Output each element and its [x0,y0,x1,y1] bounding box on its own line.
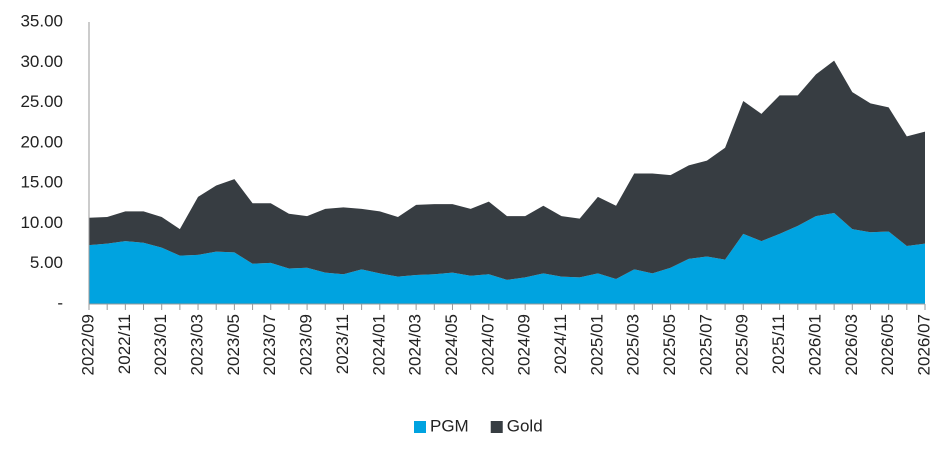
x-tick-label: 2022/11 [115,314,134,374]
x-tick-label: 2026/01 [805,314,824,375]
x-tick-label: 2025/09 [733,314,752,375]
x-tick-label: 2026/05 [878,314,897,375]
x-tick-label: 2023/07 [260,314,279,375]
y-tick-label: 20.00 [20,132,63,151]
y-tick-label: 15.00 [20,173,63,192]
legend-swatch [490,421,503,433]
area [89,212,925,304]
x-tick-label: 2026/07 [914,314,933,375]
x-tick-label: 2024/11 [551,314,570,374]
x-tick-label: 2024/03 [406,314,425,375]
y-tick-label: 5.00 [30,253,63,272]
x-tick-label: 2025/07 [696,314,715,375]
x-tick-label: 2026/03 [842,314,861,375]
legend-label: PGM [430,416,469,435]
y-tick-label: 35.00 [20,11,63,30]
y-tick-label: 10.00 [20,213,63,232]
x-tick-label: 2023/03 [188,314,207,375]
x-tick-label: 2025/01 [587,314,606,375]
x-tick-label: 2023/11 [333,314,352,374]
area [89,60,925,280]
x-tick-label: 2023/01 [151,314,170,375]
x-tick-label: 2025/03 [624,314,643,375]
x-tick-label: 2024/09 [515,314,534,375]
x-tick-label: 2025/05 [660,314,679,375]
x-tick-label: 2024/01 [369,314,388,375]
legend-swatch [414,421,426,433]
x-tick-label: 2024/05 [442,314,461,375]
legend-label: Gold [507,416,543,435]
x-tick-label: 2023/09 [297,314,316,375]
y-tick-label: 25.00 [20,92,63,111]
x-tick-label: 2024/07 [478,314,497,375]
y-tick-label: - [57,293,63,312]
x-tick-label: 2023/05 [224,314,243,375]
x-tick-label: 2025/11 [769,314,788,374]
y-tick-label: 30.00 [20,52,63,71]
x-tick-label: 2022/09 [78,314,97,375]
